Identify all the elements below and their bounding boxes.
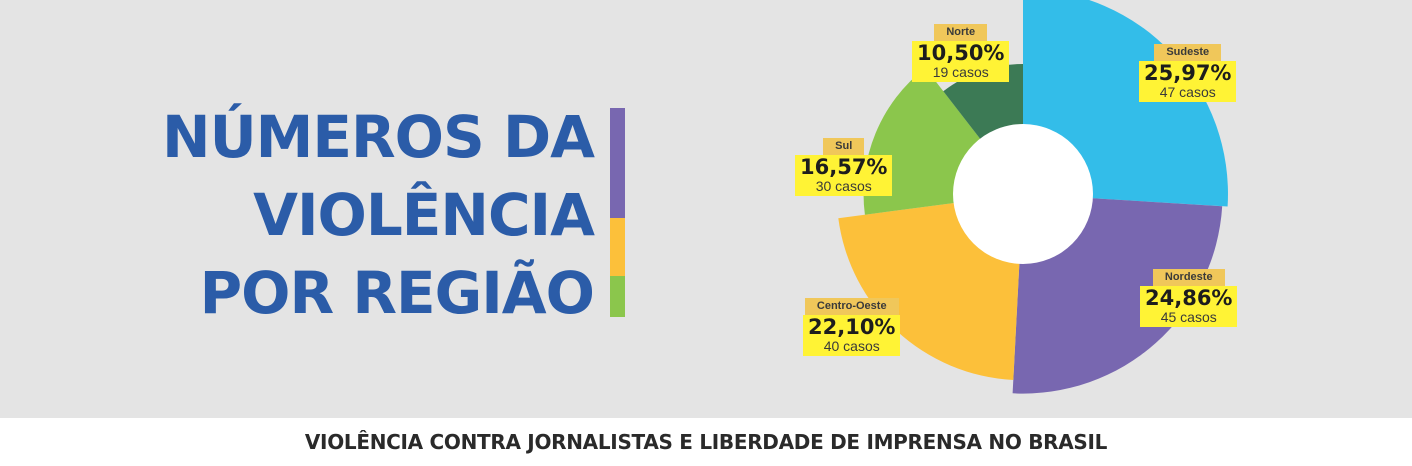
label-value-box: 22,10% 40 casos — [803, 315, 901, 356]
label-sul: Sul 16,57% 30 casos — [795, 138, 893, 196]
label-cases: 40 casos — [823, 338, 880, 354]
accent-bar-purple — [610, 108, 625, 218]
label-region-name: Sudeste — [1154, 44, 1222, 61]
label-percent: 10,50% — [917, 41, 1005, 65]
label-sudeste: Sudeste 25,97% 47 casos — [1139, 44, 1237, 102]
label-cases: 45 casos — [1160, 309, 1217, 325]
label-percent: 22,10% — [808, 315, 896, 339]
title-line-3: POR REGIÃO — [199, 259, 595, 327]
page-title: NÚMEROS DA VIOLÊNCIA POR REGIÃO — [162, 98, 595, 332]
label-centro-oeste: Centro-Oeste 22,10% 40 casos — [803, 298, 901, 356]
accent-bar-green — [610, 276, 625, 317]
label-region-name: Nordeste — [1152, 269, 1225, 286]
label-region-name: Norte — [934, 24, 988, 41]
label-value-box: 16,57% 30 casos — [795, 155, 893, 196]
chart-center-hole — [953, 124, 1093, 264]
label-cases: 30 casos — [815, 178, 872, 194]
label-value-box: 24,86% 45 casos — [1140, 286, 1238, 327]
label-norte: Norte 10,50% 19 casos — [912, 24, 1010, 82]
label-region-name: Centro-Oeste — [804, 298, 899, 315]
title-line-1: NÚMEROS DA — [162, 103, 595, 171]
label-percent: 24,86% — [1145, 286, 1233, 310]
label-region-name: Sul — [823, 138, 865, 155]
label-value-box: 10,50% 19 casos — [912, 41, 1010, 82]
region-chart — [838, 0, 1228, 394]
title-line-2: VIOLÊNCIA — [253, 181, 595, 249]
label-cases: 47 casos — [1159, 84, 1216, 100]
label-value-box: 25,97% 47 casos — [1139, 61, 1237, 102]
accent-bar-yellow — [610, 218, 625, 276]
label-nordeste: Nordeste 24,86% 45 casos — [1140, 269, 1238, 327]
label-cases: 19 casos — [932, 64, 989, 80]
label-percent: 25,97% — [1144, 61, 1232, 85]
footer-caption: VIOLÊNCIA CONTRA JORNALISTAS E LIBERDADE… — [304, 430, 1108, 454]
label-percent: 16,57% — [800, 155, 888, 179]
